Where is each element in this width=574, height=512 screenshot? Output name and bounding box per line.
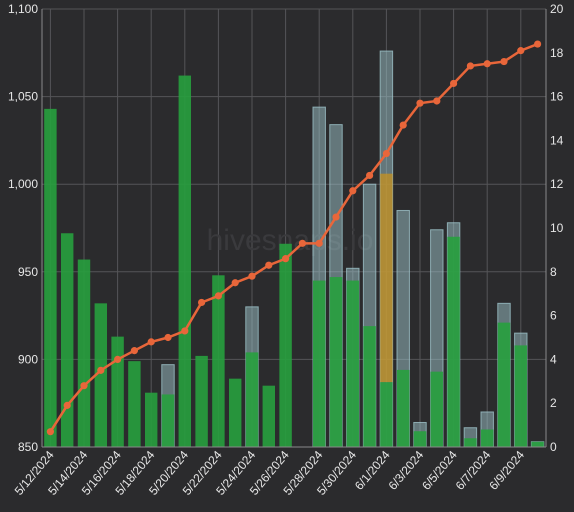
line-point	[366, 171, 374, 180]
line-point	[450, 79, 458, 88]
line-point	[114, 355, 122, 363]
line-point	[466, 62, 474, 70]
y-left-tick-label: 850	[18, 440, 38, 454]
green-bar	[212, 275, 225, 447]
green-bar	[363, 326, 376, 447]
green-bar	[531, 441, 544, 447]
line-point	[46, 428, 55, 436]
green-bar	[44, 108, 57, 447]
green-bar	[94, 303, 108, 447]
green-bar	[279, 243, 292, 447]
y-right-tick-label: 8	[550, 265, 557, 279]
line-point	[382, 149, 390, 158]
line-point	[332, 213, 340, 221]
green-bar	[77, 259, 91, 447]
line-point	[298, 239, 306, 247]
line-point	[181, 327, 189, 335]
y-left-tick-label: 1,100	[8, 2, 38, 16]
green-bar	[178, 75, 192, 448]
green-bar	[413, 431, 427, 447]
y-left-tick-label: 950	[18, 265, 38, 279]
y-right-tick-label: 6	[550, 309, 557, 323]
green-bar	[430, 371, 444, 447]
y-right-tick-label: 4	[550, 352, 557, 366]
line-point	[130, 347, 138, 355]
line-point	[416, 99, 424, 107]
y-left-tick-label: 1,000	[8, 177, 38, 191]
line-point	[63, 401, 71, 409]
line-point	[231, 279, 239, 287]
green-bar	[228, 378, 242, 447]
line-point	[248, 272, 256, 280]
green-bar	[396, 369, 410, 447]
line-point	[315, 239, 323, 247]
green-bar	[195, 355, 208, 447]
green-bar	[111, 336, 124, 447]
line-point	[534, 40, 542, 48]
green-bar	[497, 322, 511, 447]
green-bar	[514, 345, 528, 447]
line-point	[198, 298, 206, 307]
green-bar	[312, 280, 326, 447]
line-point	[164, 333, 172, 342]
green-bar	[262, 385, 276, 447]
green-bar	[329, 277, 343, 447]
y-right-tick-label: 10	[550, 221, 564, 235]
line-point	[147, 338, 155, 346]
line-point	[500, 57, 508, 66]
green-bar	[60, 233, 74, 447]
line-point	[214, 292, 222, 300]
green-bar	[480, 429, 494, 447]
y-right-tick-label: 12	[550, 177, 564, 191]
y-right-tick-label: 0	[550, 440, 557, 454]
green-bar	[144, 392, 158, 447]
green-bar	[346, 280, 360, 447]
y-right-tick-label: 20	[550, 2, 564, 16]
y-right-tick-label: 16	[550, 90, 564, 104]
y-left-tick-label: 1,050	[8, 90, 38, 104]
y-right-tick-label: 18	[550, 46, 564, 60]
green-bar	[380, 382, 393, 447]
highlight-bar	[380, 173, 393, 383]
line-point	[399, 121, 407, 129]
green-bar	[464, 438, 477, 447]
green-bar	[128, 361, 141, 447]
line-point	[517, 47, 525, 55]
green-bar	[161, 394, 175, 447]
y-right-tick-label: 14	[550, 133, 564, 147]
cumulative-line	[46, 40, 542, 436]
y-left-tick-label: 900	[18, 352, 38, 366]
line-point	[282, 255, 290, 263]
line-point	[433, 97, 441, 105]
line-point	[80, 382, 88, 390]
green-bar	[245, 352, 259, 447]
line-point	[265, 261, 273, 269]
line-point	[483, 60, 491, 68]
line-point	[349, 187, 357, 195]
green-bar	[447, 236, 460, 447]
y-right-tick-label: 2	[550, 396, 557, 410]
line-point	[97, 366, 105, 374]
